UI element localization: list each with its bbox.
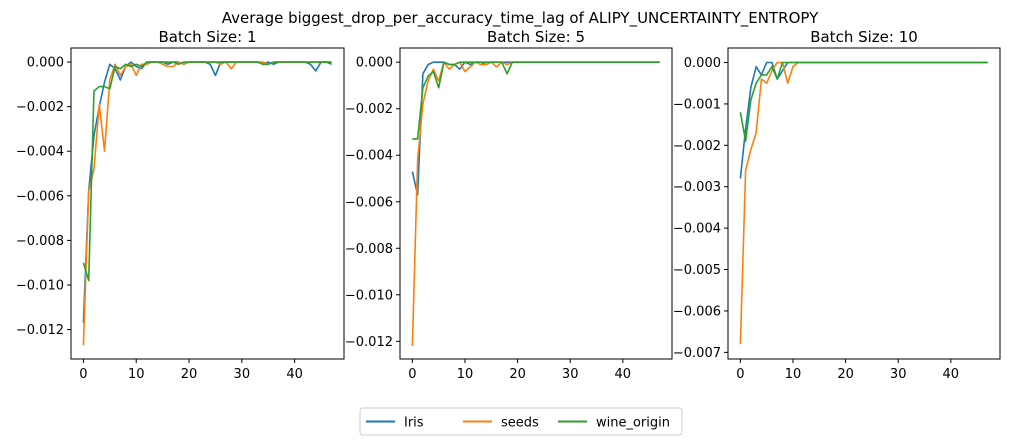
legend-label: wine_origin — [596, 416, 670, 431]
y-tick-label: −0.004 — [673, 222, 721, 237]
y-tick-label: 0.000 — [684, 56, 721, 71]
series-line-seeds — [82, 61, 332, 346]
y-tick-label: −0.004 — [16, 145, 64, 160]
y-tick-label: −0.006 — [673, 304, 721, 319]
legend-frame — [359, 407, 683, 436]
series-line-iris — [82, 61, 332, 323]
legend-label: seeds — [501, 416, 539, 431]
y-tick-label: −0.012 — [345, 335, 393, 350]
x-tick-label: 40 — [615, 367, 632, 382]
x-tick-label: 10 — [785, 367, 802, 382]
series-line-wine-origin — [412, 61, 660, 140]
x-tick-label: 10 — [128, 367, 145, 382]
y-tick-label: −0.010 — [345, 288, 393, 303]
y-tick-label: 0.000 — [27, 56, 64, 71]
y-tick-label: −0.007 — [673, 346, 721, 361]
legend-label: Iris — [404, 416, 424, 431]
y-tick-label: −0.008 — [345, 242, 393, 257]
legend-entry: seeds — [463, 416, 539, 431]
subplot-2: Batch Size: 5 0 10 20 30 40 0.000 −0.002 −0.004 −… — [345, 28, 673, 382]
y-tick-label: −0.012 — [16, 323, 64, 338]
figure-suptitle: Average biggest_drop_per_accuracy_time_l… — [222, 9, 819, 28]
x-tick-label: 20 — [837, 367, 854, 382]
subplot-title: Batch Size: 1 — [158, 28, 256, 46]
legend-entry: Iris — [366, 416, 424, 431]
y-tick-label: −0.006 — [345, 195, 393, 210]
legend-entry: wine_origin — [558, 416, 670, 431]
series-line-wine-origin — [739, 61, 988, 142]
x-tick-label: 10 — [457, 367, 474, 382]
legend: Iris seeds wine_origin — [359, 407, 683, 436]
x-tick-label: 30 — [562, 367, 579, 382]
y-tick-label: −0.004 — [345, 149, 393, 164]
y-tick-label: −0.005 — [673, 263, 721, 278]
x-tick-label: 0 — [408, 367, 416, 382]
x-tick-label: 30 — [890, 367, 907, 382]
y-tick-label: 0.000 — [356, 56, 393, 71]
axes-frame — [70, 47, 345, 360]
y-tick-label: −0.002 — [16, 100, 64, 115]
subplot-title: Batch Size: 10 — [810, 28, 918, 46]
axes-frame — [727, 47, 1001, 360]
y-tick-label: −0.003 — [673, 180, 721, 195]
subplot-1: Batch Size: 1 0 10 20 30 40 0.000 −0.002 −0.004 −… — [16, 28, 345, 382]
axes-frame — [399, 47, 673, 360]
y-tick-label: −0.008 — [16, 234, 64, 249]
series-line-seeds — [411, 61, 660, 346]
x-tick-label: 20 — [509, 367, 526, 382]
x-tick-label: 40 — [286, 367, 303, 382]
x-tick-label: 30 — [234, 367, 251, 382]
series-line-seeds — [739, 61, 988, 345]
y-tick-label: −0.001 — [673, 97, 721, 112]
x-tick-label: 0 — [736, 367, 744, 382]
subplot-title: Batch Size: 5 — [487, 28, 585, 46]
subplot-3: Batch Size: 10 0 10 20 30 40 0.000 −0.001 −0.002… — [673, 28, 1001, 382]
y-tick-label: −0.006 — [16, 189, 64, 204]
series-line-iris — [739, 61, 988, 179]
x-tick-label: 40 — [943, 367, 960, 382]
y-tick-label: −0.002 — [345, 102, 393, 117]
y-tick-label: −0.002 — [673, 139, 721, 154]
x-tick-label: 20 — [181, 367, 198, 382]
series-line-wine-origin — [82, 61, 332, 282]
y-tick-label: −0.010 — [16, 278, 64, 293]
series-line-iris — [411, 61, 660, 196]
x-tick-label: 0 — [79, 367, 87, 382]
